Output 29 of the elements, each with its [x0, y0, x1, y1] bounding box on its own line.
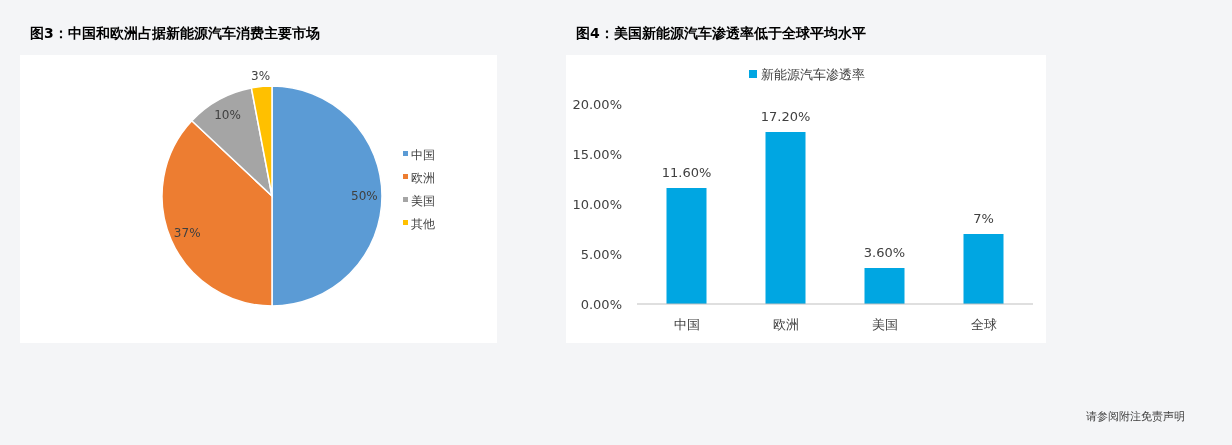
bar [666, 188, 707, 304]
legend-label: 美国 [411, 194, 435, 208]
x-tick-label: 欧洲 [772, 317, 799, 332]
legend-label: 新能源汽车渗透率 [761, 67, 865, 82]
data-label: 7% [973, 211, 994, 226]
bar [963, 234, 1004, 304]
data-label: 10% [214, 108, 241, 123]
data-label: 3% [251, 68, 271, 83]
bar [864, 268, 905, 304]
legend-label: 欧洲 [411, 171, 435, 185]
data-label: 11.60% [661, 165, 712, 180]
y-tick-label: 15.00% [572, 147, 622, 162]
x-tick-label: 全球 [970, 317, 997, 332]
x-tick-label: 美国 [871, 317, 898, 332]
chart-title: 图4：美国新能源汽车渗透率低于全球平均水平 [576, 25, 866, 41]
y-tick-label: 5.00% [580, 247, 622, 262]
bar [765, 132, 806, 304]
y-tick-label: 0.00% [580, 297, 622, 312]
y-tick-label: 10.00% [572, 197, 622, 212]
legend-label: 其他 [411, 217, 435, 231]
text: 请参阅附注免责声明 [1085, 410, 1185, 423]
y-tick-label: 20.00% [572, 97, 622, 112]
legend-label: 中国 [411, 148, 435, 162]
data-label: 17.20% [760, 109, 811, 124]
x-tick-label: 中国 [673, 317, 700, 332]
chart-title: 图3：中国和欧洲占据新能源汽车消费主要市场 [30, 25, 320, 41]
data-label: 37% [173, 225, 201, 240]
data-label: 50% [351, 189, 378, 203]
data-label: 3.60% [863, 245, 906, 260]
